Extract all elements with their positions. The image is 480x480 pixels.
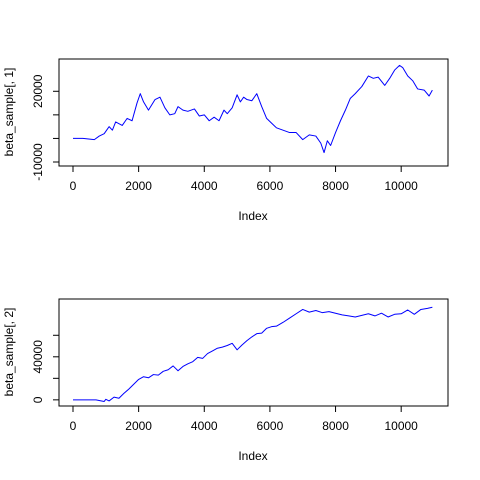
x-axis-label-2: Index (238, 449, 267, 463)
y-tick-label-2-0: 0 (31, 396, 45, 403)
y-axis-label-1: beta_sample[, 1] (2, 68, 16, 157)
y-tick-label-1-3: 20000 (31, 74, 45, 108)
y-axis-label-2: beta_sample[, 2] (2, 308, 16, 397)
x-tick-label-2-1: 2000 (125, 419, 152, 433)
x-tick-label-1-0: 0 (70, 179, 77, 193)
x-tick-label-1-4: 8000 (322, 179, 349, 193)
x-tick-label-2-4: 8000 (322, 419, 349, 433)
x-tick-label-2-3: 6000 (257, 419, 284, 433)
x-tick-label-2-2: 4000 (191, 419, 218, 433)
x-axis-label-1: Index (238, 209, 267, 223)
x-tick-label-1-2: 4000 (191, 179, 218, 193)
x-tick-label-2-0: 0 (70, 419, 77, 433)
y-tick-label-1-0: -10000 (31, 143, 45, 181)
x-tick-label-1-3: 6000 (257, 179, 284, 193)
x-tick-label-2-5: 10000 (384, 419, 418, 433)
x-tick-label-1-5: 10000 (384, 179, 418, 193)
y-tick-label-2-2: 40000 (31, 340, 45, 374)
x-tick-label-1-1: 2000 (125, 179, 152, 193)
